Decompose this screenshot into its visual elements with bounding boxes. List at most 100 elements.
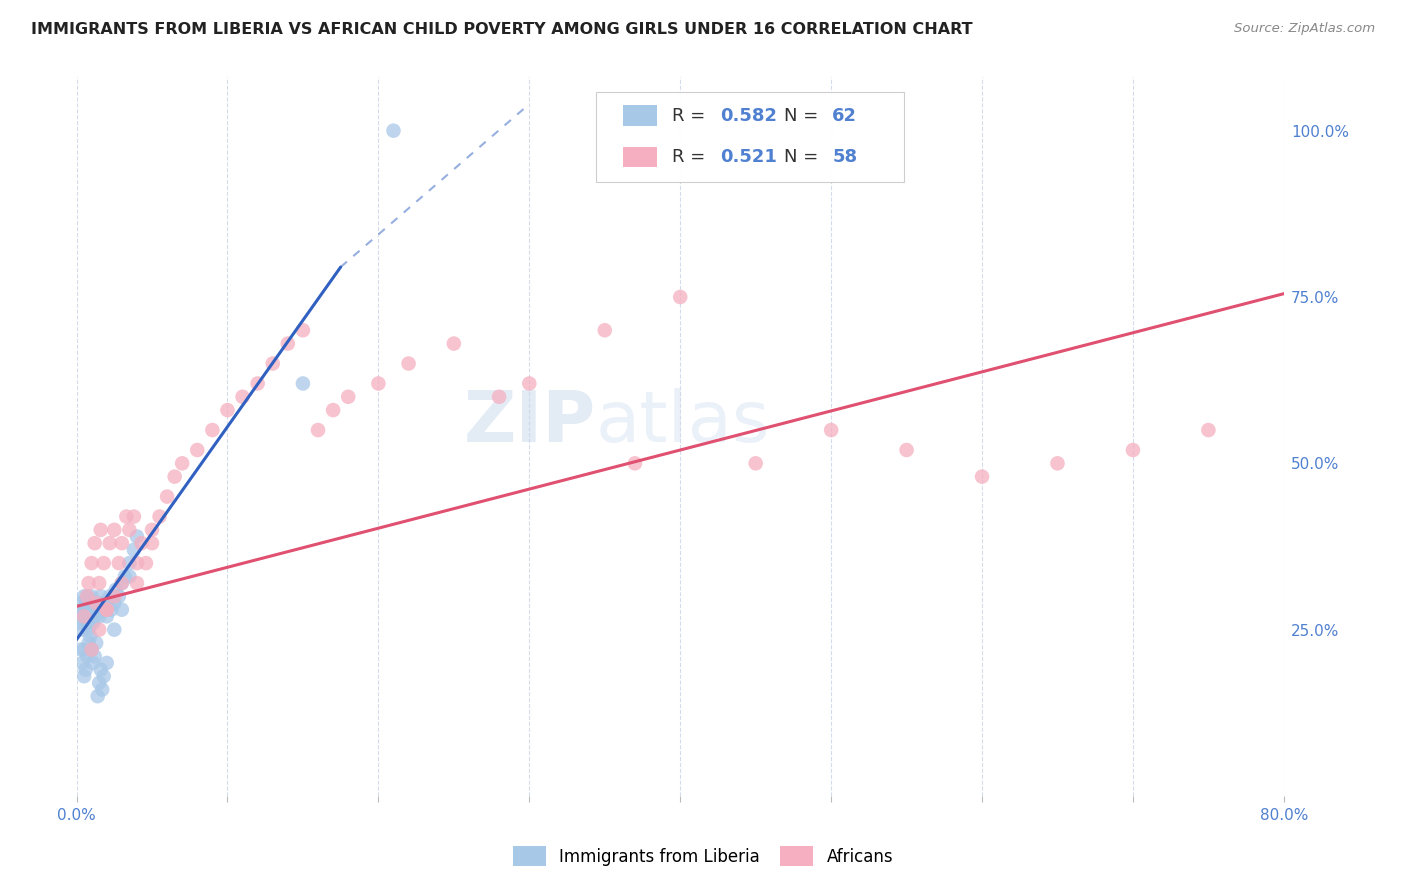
Point [125, 529, 148, 543]
Text: 0.521: 0.521 [720, 148, 778, 166]
Point [89, 609, 111, 624]
Point [77, 623, 100, 637]
Point [122, 542, 145, 557]
Point [232, 390, 254, 404]
Point [83, 536, 105, 550]
Point [337, 390, 360, 404]
Point [97, 596, 120, 610]
Text: N =: N = [785, 106, 824, 125]
Text: atlas: atlas [596, 388, 770, 457]
Point [115, 509, 138, 524]
Point [1046, 456, 1069, 470]
Point [277, 336, 299, 351]
Point [246, 376, 269, 391]
Point [820, 423, 842, 437]
Point [114, 569, 136, 583]
Point [382, 123, 405, 137]
Point [111, 576, 134, 591]
Text: R =: R = [672, 148, 711, 166]
Point [111, 576, 134, 591]
Point [118, 569, 141, 583]
Point [1197, 423, 1219, 437]
Point [307, 423, 329, 437]
Point [80, 642, 103, 657]
Point [70, 642, 93, 657]
Point [84, 636, 107, 650]
Point [73, 642, 96, 657]
Point [93, 669, 115, 683]
Point [77, 609, 100, 624]
Point [103, 590, 125, 604]
Point [77, 636, 100, 650]
Point [89, 623, 111, 637]
Point [93, 603, 115, 617]
Point [135, 556, 157, 570]
Point [90, 523, 112, 537]
Text: Source: ZipAtlas.com: Source: ZipAtlas.com [1234, 22, 1375, 36]
Point [100, 603, 122, 617]
Point [122, 509, 145, 524]
Point [262, 357, 284, 371]
Text: 58: 58 [832, 148, 858, 166]
Point [75, 663, 97, 677]
Point [593, 323, 616, 337]
Point [108, 590, 131, 604]
Point [75, 596, 97, 610]
Point [98, 536, 121, 550]
Point [104, 582, 127, 597]
Point [72, 603, 94, 617]
Point [148, 509, 170, 524]
Point [76, 590, 98, 604]
Point [80, 609, 103, 624]
Point [79, 615, 101, 630]
Point [82, 603, 104, 617]
Point [77, 576, 100, 591]
Legend: Immigrants from Liberia, Africans: Immigrants from Liberia, Africans [506, 839, 900, 873]
Point [73, 609, 96, 624]
Point [443, 336, 465, 351]
Point [73, 669, 96, 683]
Point [98, 590, 121, 604]
Point [131, 536, 153, 550]
Point [163, 469, 186, 483]
Point [111, 536, 134, 550]
Point [398, 357, 420, 371]
Point [93, 556, 115, 570]
Point [70, 596, 93, 610]
Point [125, 576, 148, 591]
Point [82, 615, 104, 630]
Point [669, 290, 692, 304]
Point [80, 556, 103, 570]
Point [217, 403, 239, 417]
Point [80, 642, 103, 657]
Text: IMMIGRANTS FROM LIBERIA VS AFRICAN CHILD POVERTY AMONG GIRLS UNDER 16 CORRELATIO: IMMIGRANTS FROM LIBERIA VS AFRICAN CHILD… [31, 22, 973, 37]
Point [86, 603, 108, 617]
Point [91, 596, 114, 610]
Point [103, 523, 125, 537]
Point [83, 609, 105, 624]
Point [125, 556, 148, 570]
Point [103, 623, 125, 637]
Point [970, 469, 993, 483]
Point [108, 556, 131, 570]
Point [291, 376, 314, 391]
Bar [623, 147, 657, 168]
Point [76, 615, 98, 630]
Point [156, 490, 179, 504]
Text: N =: N = [785, 148, 824, 166]
Point [172, 456, 194, 470]
Point [76, 649, 98, 664]
Point [73, 590, 96, 604]
Point [94, 596, 117, 610]
Point [517, 376, 540, 391]
Point [103, 596, 125, 610]
Point [96, 656, 118, 670]
Point [80, 590, 103, 604]
Point [624, 456, 647, 470]
Point [72, 656, 94, 670]
Point [72, 623, 94, 637]
Point [118, 523, 141, 537]
Point [83, 649, 105, 664]
Point [96, 603, 118, 617]
FancyBboxPatch shape [596, 92, 904, 182]
